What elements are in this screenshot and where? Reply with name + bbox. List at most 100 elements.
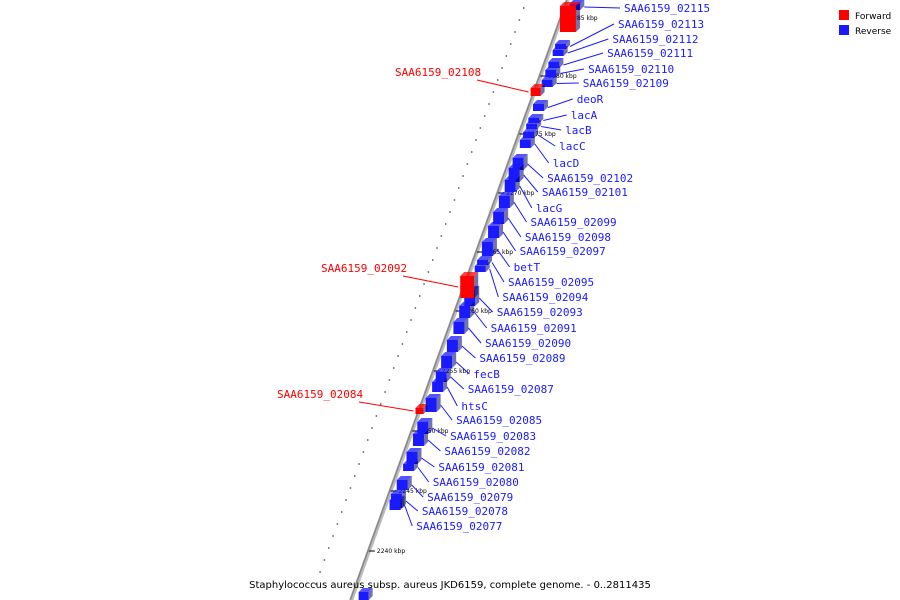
reverse-gene[interactable]	[412, 434, 424, 446]
reverse-gene[interactable]	[533, 104, 545, 111]
gene-leader-line	[560, 68, 585, 74]
reverse-gene[interactable]	[459, 306, 471, 318]
gene-leader-line	[427, 439, 441, 452]
reverse-gene-label[interactable]: SAA6159_02110	[588, 63, 674, 76]
reverse-gene-label[interactable]: SAA6159_02080	[433, 476, 519, 489]
reverse-gene-top	[498, 192, 514, 196]
forward-gene[interactable]	[460, 276, 475, 298]
reverse-gene[interactable]	[453, 322, 465, 334]
reverse-gene-label[interactable]: SAA6159_02115	[624, 2, 710, 15]
reverse-gene-side	[400, 496, 405, 510]
reverse-gene[interactable]	[488, 226, 500, 238]
reverse-gene-label[interactable]: SAA6159_02097	[520, 245, 606, 258]
reverse-gene-label[interactable]: betT	[514, 261, 541, 274]
reverse-gene-label[interactable]: deoR	[577, 93, 604, 106]
reverse-gene-label[interactable]: SAA6159_02095	[508, 276, 594, 289]
reverse-gene-label[interactable]: SAA6159_02078	[422, 505, 508, 518]
reverse-gene[interactable]	[519, 140, 531, 148]
gene-leader-line	[527, 163, 544, 179]
kbp-tick-label: 2250 kbp	[420, 428, 448, 435]
reverse-gene-label[interactable]: SAA6159_02102	[547, 172, 633, 185]
reverse-gene-label[interactable]: lacA	[571, 109, 598, 122]
forward-gene[interactable]	[415, 408, 424, 414]
gene-leader-line	[450, 376, 465, 390]
reverse-gene-side	[423, 430, 428, 446]
gene-leader-line	[473, 311, 488, 329]
reverse-gene-top	[435, 368, 451, 372]
reverse-gene-label[interactable]: lacG	[536, 202, 563, 215]
axis-shadow	[349, 0, 570, 600]
reverse-gene-label[interactable]: SAA6159_02109	[583, 77, 669, 90]
reverse-gene[interactable]	[498, 196, 510, 208]
forward-gene[interactable]	[530, 88, 541, 96]
forward-gene-label[interactable]: SAA6159_02108	[395, 66, 481, 79]
reverse-gene[interactable]	[406, 452, 418, 464]
forward-gene-label[interactable]: SAA6159_02084	[277, 388, 363, 401]
reverse-gene-top	[508, 164, 524, 168]
reverse-gene-label[interactable]: SAA6159_02083	[450, 430, 536, 443]
gene-leader-line	[455, 361, 470, 375]
reverse-gene[interactable]	[474, 266, 486, 272]
reverse-gene-side	[552, 76, 557, 87]
reverse-gene-label[interactable]: SAA6159_02101	[542, 186, 628, 199]
reverse-gene[interactable]	[545, 70, 557, 77]
reverse-gene-side	[407, 476, 412, 490]
reverse-gene[interactable]	[417, 422, 429, 434]
reverse-gene[interactable]	[481, 242, 493, 256]
forward-gene-side	[575, 2, 580, 32]
forward-gene-label[interactable]: SAA6159_02092	[321, 262, 407, 275]
reverse-gene-label[interactable]: SAA6159_02081	[438, 461, 524, 474]
reverse-gene-top	[412, 430, 428, 434]
reverse-gene-label[interactable]: lacC	[559, 140, 586, 153]
kbp-tick-label: 2255 kbp	[442, 368, 470, 375]
reverse-gene-label[interactable]: SAA6159_02085	[456, 414, 542, 427]
gene-leader-line	[541, 126, 562, 131]
reverse-gene-label[interactable]: SAA6159_02090	[485, 337, 571, 350]
reverse-gene[interactable]	[508, 168, 520, 182]
reverse-gene[interactable]	[389, 500, 401, 510]
reverse-gene-label[interactable]: SAA6159_02091	[491, 322, 577, 335]
reverse-gene-side	[559, 58, 564, 68]
kbp-tick-label: 2245 kbp	[399, 488, 427, 495]
reverse-gene-label[interactable]: fecB	[473, 368, 500, 381]
reverse-gene-label[interactable]: SAA6159_02079	[427, 491, 513, 504]
gene-leader-line	[476, 79, 529, 93]
reverse-gene-side	[457, 336, 462, 352]
reverse-gene-label[interactable]: SAA6159_02077	[416, 520, 502, 533]
reverse-gene[interactable]	[441, 356, 453, 368]
reverse-gene-label[interactable]: SAA6159_02087	[468, 383, 554, 396]
reverse-gene[interactable]	[548, 62, 560, 68]
reverse-gene[interactable]	[552, 50, 564, 56]
reverse-gene[interactable]	[504, 180, 516, 192]
reverse-gene-label[interactable]: SAA6159_02089	[479, 352, 565, 365]
reverse-gene-label[interactable]: SAA6159_02112	[612, 33, 698, 46]
reverse-gene[interactable]	[432, 382, 444, 392]
reverse-gene-label[interactable]: SAA6159_02094	[502, 291, 588, 304]
gene-leader-line	[502, 231, 517, 252]
reverse-gene-label[interactable]: lacB	[565, 124, 592, 137]
reverse-gene-label[interactable]: SAA6159_02093	[497, 306, 583, 319]
reverse-gene[interactable]	[446, 340, 458, 352]
reverse-gene-top	[488, 222, 504, 226]
reverse-gene[interactable]	[493, 212, 505, 224]
reverse-gene-side	[464, 318, 469, 334]
reverse-gene[interactable]	[541, 80, 553, 87]
reverse-gene[interactable]	[425, 398, 437, 412]
reverse-gene-label[interactable]: SAA6159_02098	[525, 231, 611, 244]
reverse-gene[interactable]	[523, 132, 535, 138]
reverse-gene[interactable]	[435, 372, 447, 382]
reverse-gene-label[interactable]: SAA6159_02111	[607, 47, 693, 60]
reverse-gene-label[interactable]: SAA6159_02113	[618, 18, 704, 31]
reverse-gene-label[interactable]: SAA6159_02099	[531, 216, 617, 229]
reverse-gene-label[interactable]: SAA6159_02082	[444, 445, 530, 458]
forward-gene[interactable]	[559, 6, 576, 32]
reverse-gene[interactable]	[396, 480, 408, 490]
reverse-gene[interactable]	[358, 592, 369, 600]
legend-swatch	[839, 10, 849, 20]
reverse-gene[interactable]	[403, 464, 415, 471]
reverse-gene-label[interactable]: lacD	[553, 157, 580, 170]
reverse-gene-label[interactable]: htsC	[461, 400, 488, 413]
gene-leader-line	[411, 484, 424, 498]
reverse-gene-top	[526, 120, 542, 124]
reverse-gene[interactable]	[526, 124, 538, 129]
